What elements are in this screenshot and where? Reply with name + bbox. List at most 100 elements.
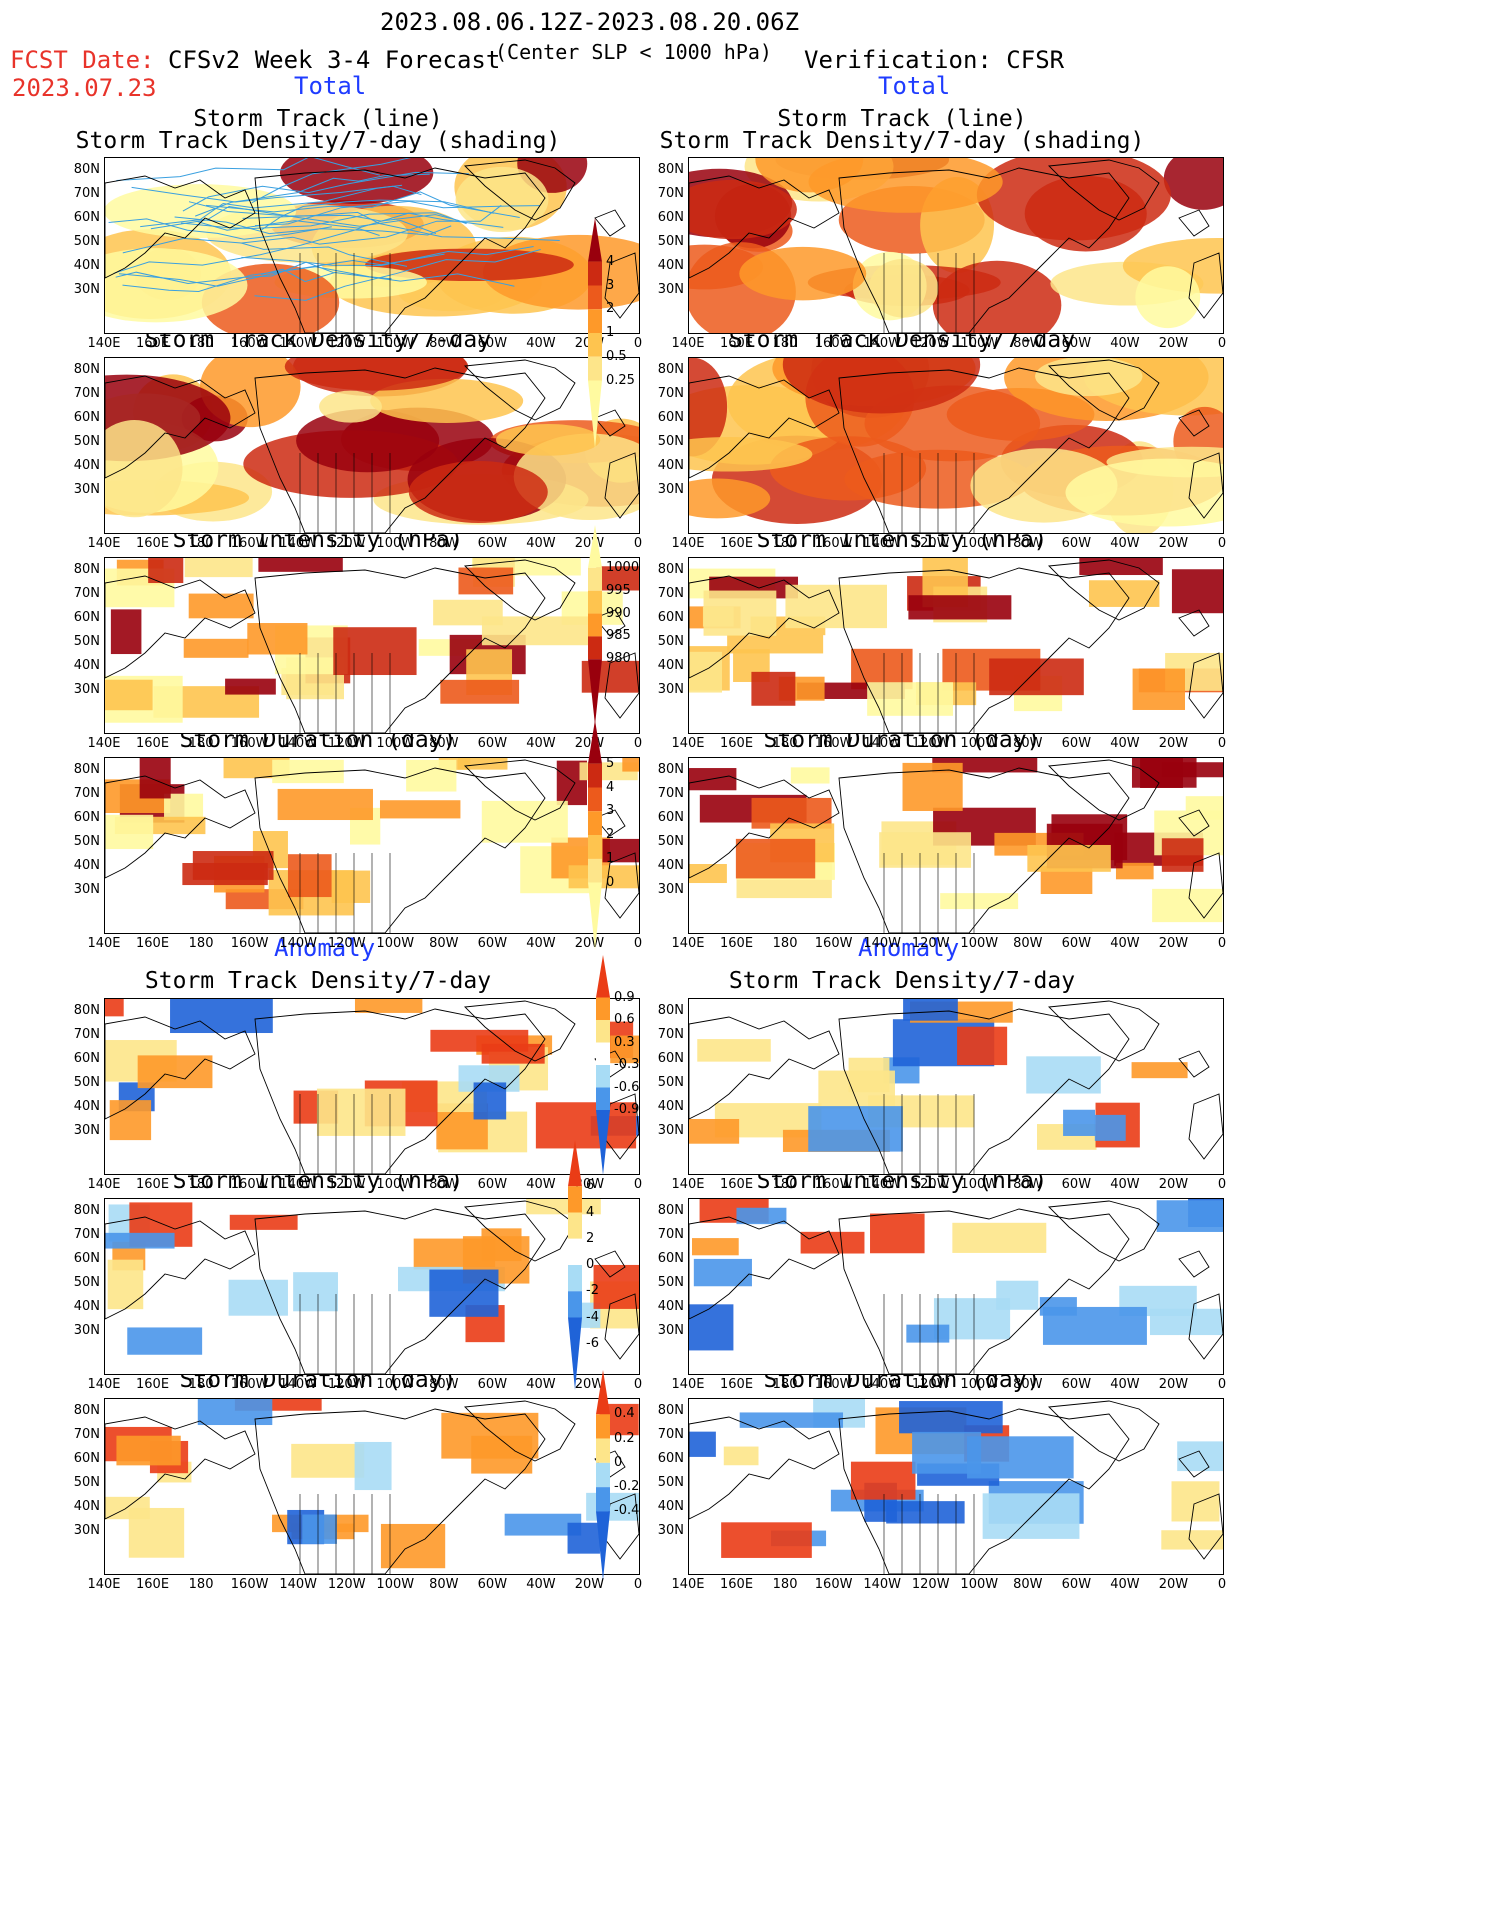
lon-tick-label: 140W xyxy=(279,936,318,951)
lon-tick-label: 160E xyxy=(720,1377,754,1392)
storm-track-line xyxy=(260,268,515,287)
coastline xyxy=(464,759,576,821)
lat-tick-label: 80N xyxy=(73,1403,100,1418)
colorbar-label: 0 xyxy=(586,1257,595,1272)
shading-region xyxy=(379,800,461,819)
lon-tick-label: 60W xyxy=(1061,1177,1092,1192)
storm-track-line xyxy=(181,212,467,230)
lon-tick-label: 100W xyxy=(376,1377,415,1392)
shading-region xyxy=(105,814,154,850)
lat-tick-label: 30N xyxy=(73,1523,100,1538)
colorbar-label: 1000 xyxy=(606,559,640,575)
shading-region xyxy=(296,408,440,473)
fcst-date-label: FCST Date: xyxy=(10,46,155,74)
lon-tick-label: 140E xyxy=(87,1577,121,1592)
coastline xyxy=(1048,559,1160,621)
lon-tick-label: 180 xyxy=(188,1577,214,1592)
storm-track-line xyxy=(254,200,541,227)
coastline xyxy=(105,375,256,479)
colorbar xyxy=(596,955,610,1175)
map-svg xyxy=(689,158,1223,333)
shading-region xyxy=(982,1493,1080,1539)
shading-region xyxy=(1035,358,1143,397)
lat-tick-label: 70N xyxy=(657,1027,684,1042)
coastline xyxy=(689,1016,840,1120)
storm-track-line xyxy=(188,201,460,222)
lon-tick-label: 0 xyxy=(1217,536,1227,551)
shading-region xyxy=(1088,580,1160,607)
lat-tick-label: 50N xyxy=(73,1075,100,1090)
colorbar-label: -0.6 xyxy=(614,1079,640,1095)
lat-tick-label: 50N xyxy=(657,634,684,649)
lat-tick-label: 80N xyxy=(73,162,100,177)
shading-region xyxy=(622,758,639,772)
shading-region xyxy=(689,651,723,693)
lon-tick-label: 180 xyxy=(772,336,798,351)
map-panel xyxy=(104,998,640,1175)
map-panel xyxy=(688,757,1224,934)
lon-tick-label: 180 xyxy=(188,336,214,351)
shading-region xyxy=(940,893,1019,910)
shading-region xyxy=(302,1514,337,1544)
lat-tick-label: 80N xyxy=(657,162,684,177)
shading-region xyxy=(1161,838,1204,872)
lon-tick-label: 140W xyxy=(279,1177,318,1192)
lon-tick-label: 20W xyxy=(1158,336,1189,351)
shading-region xyxy=(192,851,274,880)
lon-tick-label: 60W xyxy=(477,536,508,551)
coastline xyxy=(1188,252,1223,319)
lat-tick-label: 60N xyxy=(73,410,100,425)
shading-region xyxy=(1171,1481,1220,1522)
shading-region xyxy=(1132,668,1185,710)
shading-region xyxy=(602,838,639,863)
lat-tick-label: 80N xyxy=(657,1403,684,1418)
lon-tick-label: 140W xyxy=(279,1377,318,1392)
map-panel xyxy=(104,357,640,534)
lon-tick-label: 120W xyxy=(911,1177,950,1192)
coastline xyxy=(1048,1000,1160,1062)
lon-tick-label: 160W xyxy=(814,736,853,751)
map-svg xyxy=(105,558,639,733)
lat-tick-label: 50N xyxy=(657,1475,684,1490)
lon-tick-label: 20W xyxy=(1158,1377,1189,1392)
coastline xyxy=(1178,209,1210,237)
shading-region xyxy=(782,358,981,414)
lat-tick-label: 40N xyxy=(73,1299,100,1314)
fcst-date-value: 2023.07.23 xyxy=(12,74,157,102)
colorbar-label: 0.6 xyxy=(614,1012,635,1027)
shading-region xyxy=(689,864,727,884)
map-svg xyxy=(105,1199,639,1374)
map-panel xyxy=(688,157,1224,334)
lon-tick-label: 120W xyxy=(327,1377,366,1392)
lat-tick-label: 70N xyxy=(657,586,684,601)
lon-tick-label: 100W xyxy=(960,936,999,951)
lon-tick-label: 100W xyxy=(960,1177,999,1192)
colorbar-label: 6 xyxy=(586,1178,595,1194)
section-anomaly-left: Anomaly xyxy=(274,934,376,962)
shading-region xyxy=(692,1238,739,1256)
shading-region xyxy=(908,595,1012,620)
shading-region xyxy=(183,638,249,658)
panel-title-track-right: Storm Track (line) xyxy=(777,106,1027,132)
lon-tick-label: 180 xyxy=(772,1577,798,1592)
lat-tick-label: 80N xyxy=(73,762,100,777)
coastline xyxy=(464,359,576,421)
lon-tick-label: 40W xyxy=(526,736,556,751)
colorbar-segment xyxy=(588,261,602,286)
lon-tick-label: 80W xyxy=(1013,736,1043,751)
colorbar-segment xyxy=(588,811,602,835)
lon-tick-label: 60W xyxy=(477,1377,508,1392)
coastline xyxy=(689,375,840,479)
coastline xyxy=(254,367,546,533)
map-panel xyxy=(104,157,640,334)
coastline xyxy=(594,209,626,237)
lat-tick-label: 40N xyxy=(657,1299,684,1314)
shading-region xyxy=(354,1441,392,1491)
lon-tick-label: 160E xyxy=(720,936,754,951)
shading-region xyxy=(1135,266,1201,329)
lat-tick-label: 40N xyxy=(657,658,684,673)
shading-region xyxy=(440,679,520,704)
coastline xyxy=(254,767,546,933)
lon-tick-label: 140E xyxy=(671,1177,705,1192)
colorbar-label: 1 xyxy=(606,325,615,340)
